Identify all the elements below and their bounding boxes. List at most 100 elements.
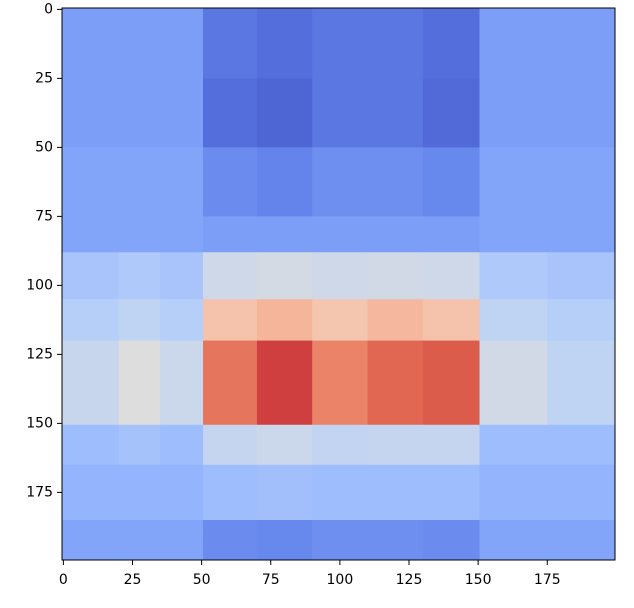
heatmap-cell bbox=[367, 8, 424, 79]
heatmap-cell bbox=[160, 8, 204, 79]
heatmap-cell bbox=[160, 464, 204, 521]
heatmap-cell bbox=[118, 216, 161, 253]
heatmap-cell bbox=[312, 78, 369, 148]
heatmap-cell bbox=[547, 340, 616, 426]
heatmap-cell bbox=[422, 464, 481, 521]
heatmap-cell bbox=[312, 340, 369, 426]
x-tick-label: 25 bbox=[124, 572, 142, 588]
heatmap-cell bbox=[367, 216, 424, 253]
heatmap-cell bbox=[312, 252, 369, 300]
heatmap-cell bbox=[479, 8, 548, 79]
heatmap-cell bbox=[256, 519, 313, 561]
heatmap-cell bbox=[547, 424, 616, 466]
x-tick-label: 125 bbox=[396, 572, 423, 588]
heatmap-cell bbox=[422, 78, 481, 148]
heatmap-cell bbox=[479, 216, 548, 253]
heatmap-cell bbox=[547, 464, 616, 521]
heatmap-cell bbox=[422, 8, 481, 79]
heatmap-cell bbox=[547, 216, 616, 253]
heatmap-cell bbox=[160, 252, 204, 300]
heatmap-cell bbox=[118, 78, 161, 148]
heatmap-cell bbox=[479, 78, 548, 148]
heatmap-cell bbox=[203, 464, 258, 521]
heatmap-cell bbox=[118, 8, 161, 79]
heatmap-cell bbox=[256, 299, 313, 342]
heatmap-cell bbox=[312, 464, 369, 521]
heatmap-cell bbox=[256, 216, 313, 253]
heatmap-cell bbox=[118, 147, 161, 217]
heatmap-cell bbox=[422, 519, 481, 561]
y-tick-label: 0 bbox=[44, 1, 53, 17]
heatmap-cell bbox=[203, 8, 258, 79]
heatmap-cell bbox=[160, 147, 204, 217]
heatmap-cell bbox=[422, 340, 481, 426]
heatmap-cell bbox=[256, 8, 313, 79]
heatmap-cell bbox=[422, 147, 481, 217]
heatmap-cell bbox=[118, 340, 161, 426]
heatmap-cell bbox=[160, 299, 204, 342]
heatmap-cell bbox=[118, 519, 161, 561]
heatmap-cell bbox=[62, 424, 120, 466]
heatmap-cell bbox=[118, 464, 161, 521]
heatmap-cell bbox=[203, 147, 258, 217]
heatmap-cell bbox=[547, 147, 616, 217]
plot-frame bbox=[61, 7, 616, 561]
heatmap-cell bbox=[203, 252, 258, 300]
heatmap-cell bbox=[160, 340, 204, 426]
heatmap-cell bbox=[479, 340, 548, 426]
heatmap-cell bbox=[62, 340, 120, 426]
heatmap-cell bbox=[547, 299, 616, 342]
heatmap-cell bbox=[203, 78, 258, 148]
heatmap-cell bbox=[118, 424, 161, 466]
heatmap-cell bbox=[160, 424, 204, 466]
heatmap-cell bbox=[422, 424, 481, 466]
heatmap-cell bbox=[256, 147, 313, 217]
heatmap-cell bbox=[367, 78, 424, 148]
x-tick-label: 150 bbox=[465, 572, 492, 588]
y-tick-label: 125 bbox=[26, 346, 53, 362]
heatmap-cell bbox=[203, 299, 258, 342]
heatmap-cell bbox=[547, 78, 616, 148]
heatmap-cell bbox=[479, 147, 548, 217]
y-tick-label: 25 bbox=[35, 70, 53, 86]
heatmap-cell bbox=[479, 464, 548, 521]
heatmap-cell bbox=[312, 147, 369, 217]
heatmap-cell bbox=[62, 299, 120, 342]
heatmap-cell bbox=[62, 8, 120, 79]
heatmap-cell bbox=[367, 147, 424, 217]
heatmap-cell bbox=[160, 78, 204, 148]
heatmap-cell bbox=[479, 299, 548, 342]
y-tick-label: 175 bbox=[26, 484, 53, 500]
heatmap-cell bbox=[256, 252, 313, 300]
heatmap-cell bbox=[203, 216, 258, 253]
heatmap-cell bbox=[422, 252, 481, 300]
heatmap-cell bbox=[62, 519, 120, 561]
heatmap-cell bbox=[118, 252, 161, 300]
y-tick-label: 75 bbox=[35, 208, 53, 224]
x-tick-label: 175 bbox=[534, 572, 561, 588]
heatmap-cell bbox=[312, 216, 369, 253]
heatmap-cell bbox=[203, 424, 258, 466]
x-tick-label: 75 bbox=[262, 572, 280, 588]
heatmap-cell bbox=[62, 216, 120, 253]
heatmap-cell bbox=[203, 519, 258, 561]
heatmap-cell bbox=[312, 299, 369, 342]
heatmap-cell bbox=[367, 464, 424, 521]
heatmap-cell bbox=[160, 216, 204, 253]
heatmap-cell bbox=[256, 78, 313, 148]
heatmap-cell bbox=[312, 8, 369, 79]
heatmap-cell bbox=[367, 252, 424, 300]
heatmap-cell bbox=[256, 340, 313, 426]
y-tick-label: 50 bbox=[35, 139, 53, 155]
heatmap-cell bbox=[367, 519, 424, 561]
heatmap-cell bbox=[479, 519, 548, 561]
heatmap-cell bbox=[160, 519, 204, 561]
heatmap-cell bbox=[547, 252, 616, 300]
heatmap-cell bbox=[547, 8, 616, 79]
heatmap-cell bbox=[479, 424, 548, 466]
x-tick-label: 50 bbox=[193, 572, 211, 588]
heatmap-cell bbox=[422, 216, 481, 253]
heatmap-cell bbox=[256, 464, 313, 521]
heatmap-cell bbox=[62, 78, 120, 148]
